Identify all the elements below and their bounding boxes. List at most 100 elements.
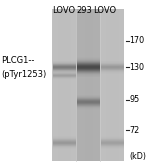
Bar bbox=[77, 74, 100, 75]
Bar bbox=[53, 63, 76, 64]
Bar bbox=[103, 9, 104, 161]
Bar bbox=[101, 142, 124, 143]
Bar bbox=[77, 60, 100, 61]
Bar bbox=[56, 9, 57, 161]
Bar bbox=[93, 9, 94, 161]
Bar bbox=[53, 73, 76, 74]
Bar bbox=[81, 9, 82, 161]
Bar bbox=[77, 73, 100, 74]
Bar bbox=[111, 9, 112, 161]
Bar bbox=[77, 59, 100, 60]
Bar bbox=[101, 147, 124, 148]
Bar bbox=[53, 140, 76, 141]
Text: 130: 130 bbox=[129, 63, 144, 72]
Bar bbox=[77, 103, 100, 104]
Bar bbox=[91, 9, 92, 161]
Bar bbox=[101, 65, 124, 66]
Bar bbox=[101, 67, 124, 68]
Bar bbox=[77, 66, 100, 67]
Bar bbox=[101, 144, 124, 145]
Bar bbox=[53, 64, 76, 65]
Bar bbox=[53, 139, 76, 140]
Bar bbox=[95, 9, 97, 161]
Bar bbox=[110, 9, 111, 161]
Bar bbox=[71, 9, 73, 161]
Text: 293: 293 bbox=[76, 6, 92, 15]
Bar bbox=[53, 71, 76, 72]
Bar bbox=[53, 138, 76, 139]
Bar bbox=[53, 61, 76, 62]
Text: PLCG1--: PLCG1-- bbox=[2, 56, 35, 65]
Bar bbox=[53, 142, 76, 143]
Bar bbox=[101, 70, 124, 71]
Bar bbox=[53, 66, 76, 67]
Bar bbox=[57, 9, 58, 161]
Bar bbox=[77, 72, 100, 73]
Bar bbox=[101, 68, 124, 69]
Bar bbox=[77, 97, 100, 98]
Bar bbox=[59, 9, 61, 161]
Bar bbox=[53, 69, 76, 70]
Bar bbox=[87, 9, 88, 161]
Bar bbox=[77, 96, 100, 97]
Bar bbox=[52, 9, 53, 161]
Bar bbox=[63, 9, 64, 161]
Bar bbox=[73, 9, 74, 161]
Bar bbox=[101, 71, 124, 72]
Bar bbox=[53, 68, 76, 69]
Text: 72: 72 bbox=[129, 126, 140, 135]
Bar bbox=[77, 99, 100, 100]
Bar bbox=[77, 108, 100, 109]
Bar bbox=[70, 9, 71, 161]
Bar bbox=[77, 102, 100, 103]
Bar bbox=[77, 65, 100, 66]
Bar bbox=[61, 9, 62, 161]
Bar bbox=[77, 100, 100, 101]
Bar bbox=[53, 136, 76, 137]
Bar bbox=[106, 9, 107, 161]
Bar bbox=[101, 139, 124, 140]
Bar bbox=[101, 61, 124, 62]
Bar bbox=[53, 148, 76, 149]
Bar bbox=[101, 64, 124, 65]
Bar bbox=[101, 136, 124, 137]
Text: 170: 170 bbox=[129, 36, 144, 45]
Bar bbox=[101, 9, 103, 161]
Bar bbox=[101, 66, 124, 67]
Bar bbox=[53, 144, 76, 145]
Bar bbox=[77, 98, 100, 99]
Bar bbox=[107, 9, 109, 161]
Bar bbox=[77, 107, 100, 108]
Bar bbox=[88, 9, 89, 161]
Bar bbox=[101, 146, 124, 147]
Bar bbox=[119, 9, 121, 161]
Bar bbox=[100, 9, 124, 161]
Bar bbox=[58, 9, 59, 161]
Bar bbox=[115, 9, 116, 161]
Bar bbox=[101, 62, 124, 63]
Bar bbox=[112, 9, 113, 161]
Bar bbox=[77, 57, 100, 58]
Bar bbox=[121, 9, 122, 161]
Bar bbox=[101, 143, 124, 144]
Text: (pTyr1253): (pTyr1253) bbox=[2, 70, 47, 79]
Bar bbox=[85, 9, 86, 161]
Text: 95: 95 bbox=[129, 95, 140, 104]
Bar bbox=[75, 9, 76, 161]
Bar bbox=[77, 68, 100, 69]
Bar bbox=[100, 9, 101, 161]
Bar bbox=[77, 58, 100, 59]
Bar bbox=[101, 73, 124, 74]
Bar bbox=[101, 72, 124, 73]
Bar bbox=[77, 62, 100, 63]
Bar bbox=[77, 71, 100, 72]
Bar bbox=[86, 9, 87, 161]
Bar bbox=[77, 76, 100, 77]
Bar bbox=[68, 9, 69, 161]
Bar bbox=[104, 9, 105, 161]
Bar bbox=[109, 9, 110, 161]
Bar bbox=[74, 9, 75, 161]
Bar bbox=[77, 75, 100, 76]
Bar bbox=[98, 9, 99, 161]
Bar bbox=[101, 69, 124, 70]
